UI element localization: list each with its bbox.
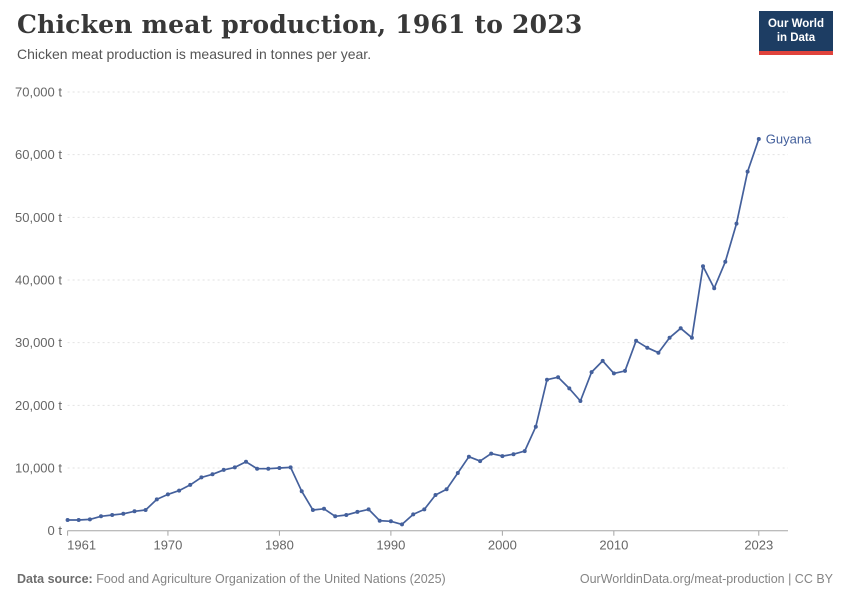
- data-point[interactable]: [589, 370, 594, 375]
- data-point[interactable]: [76, 518, 81, 522]
- data-point[interactable]: [422, 507, 427, 512]
- owid-citation-link[interactable]: OurWorldinData.org/meat-production | CC …: [579, 572, 833, 586]
- data-point[interactable]: [221, 467, 226, 472]
- data-point[interactable]: [411, 512, 416, 517]
- data-point[interactable]: [533, 424, 538, 429]
- x-tick-label: 1980: [265, 538, 294, 553]
- data-point[interactable]: [143, 508, 148, 512]
- data-point[interactable]: [121, 511, 126, 516]
- data-point[interactable]: [623, 368, 627, 373]
- y-tick-label: 40,000 t: [15, 273, 62, 288]
- owid-logo-line2: in Data: [776, 31, 816, 44]
- data-point[interactable]: [210, 472, 215, 477]
- data-point[interactable]: [455, 471, 460, 475]
- data-point[interactable]: [656, 350, 661, 355]
- x-tick-label: 1970: [153, 538, 182, 553]
- data-point[interactable]: [611, 371, 616, 376]
- owid-logo-line1: Our World: [767, 18, 824, 30]
- data-point[interactable]: [712, 286, 717, 291]
- data-point[interactable]: [277, 466, 282, 470]
- x-tick-label: 1990: [376, 538, 405, 553]
- guyana-line[interactable]: [66, 138, 760, 526]
- data-point[interactable]: [689, 335, 694, 340]
- data-point[interactable]: [600, 358, 605, 363]
- data-point[interactable]: [556, 375, 561, 380]
- y-tick-label: 30,000 t: [15, 335, 62, 350]
- data-point[interactable]: [110, 513, 115, 517]
- data-point[interactable]: [756, 137, 761, 141]
- data-point[interactable]: [255, 466, 260, 471]
- series-label-guyana[interactable]: Guyana: [766, 132, 812, 147]
- data-point[interactable]: [310, 508, 315, 512]
- data-point[interactable]: [444, 487, 449, 492]
- data-point[interactable]: [466, 454, 471, 459]
- x-tick-label: 2023: [744, 538, 773, 553]
- data-point[interactable]: [578, 399, 583, 403]
- data-point[interactable]: [701, 264, 705, 269]
- data-point[interactable]: [634, 338, 639, 343]
- y-tick-label: 60,000 t: [15, 147, 62, 162]
- data-point[interactable]: [400, 522, 404, 527]
- data-point[interactable]: [177, 488, 182, 493]
- data-point[interactable]: [433, 493, 438, 497]
- data-point[interactable]: [65, 518, 70, 522]
- chart-header: Chicken meat production, 1961 to 2023 Ch…: [17, 10, 730, 62]
- data-source-note: Data source: Food and Agriculture Organi…: [17, 572, 446, 586]
- data-point[interactable]: [232, 465, 237, 470]
- data-point[interactable]: [99, 514, 103, 519]
- data-point[interactable]: [333, 514, 338, 519]
- data-point[interactable]: [511, 452, 516, 457]
- data-point[interactable]: [322, 506, 326, 511]
- data-point[interactable]: [165, 492, 170, 497]
- chart-footer: Data source: Food and Agriculture Organi…: [17, 572, 833, 586]
- data-source-text: Food and Agriculture Organization of the…: [92, 572, 446, 586]
- data-point[interactable]: [344, 513, 349, 517]
- data-point[interactable]: [87, 517, 92, 522]
- data-point[interactable]: [377, 518, 382, 523]
- data-point[interactable]: [188, 482, 193, 487]
- x-tick-label: 2010: [599, 538, 628, 553]
- data-point[interactable]: [645, 345, 650, 350]
- y-tick-label: 10,000 t: [15, 461, 62, 476]
- data-point[interactable]: [288, 465, 293, 470]
- y-tick-label: 20,000 t: [15, 398, 62, 413]
- data-point[interactable]: [266, 466, 271, 471]
- data-point[interactable]: [522, 449, 527, 454]
- chart-subtitle: Chicken meat production is measured in t…: [17, 46, 372, 62]
- y-tick-label: 50,000 t: [15, 210, 62, 225]
- data-point[interactable]: [678, 326, 683, 331]
- page-title: Chicken meat production, 1961 to 2023: [17, 10, 583, 39]
- data-point[interactable]: [667, 335, 672, 340]
- x-tick-label: 1961: [67, 538, 96, 553]
- data-point[interactable]: [132, 509, 137, 514]
- owid-logo[interactable]: Our World in Data: [758, 11, 833, 55]
- data-point[interactable]: [489, 451, 494, 456]
- data-point[interactable]: [723, 259, 728, 264]
- data-point[interactable]: [366, 507, 371, 512]
- x-tick-label: 2000: [488, 538, 517, 553]
- data-source-label: Data source:: [17, 572, 93, 586]
- data-point[interactable]: [355, 509, 360, 514]
- y-tick-label: 70,000 t: [15, 85, 62, 100]
- data-point[interactable]: [299, 489, 304, 494]
- data-point[interactable]: [500, 454, 505, 459]
- y-tick-label: 0 t: [48, 523, 63, 538]
- data-point[interactable]: [199, 475, 204, 480]
- data-point[interactable]: [478, 459, 483, 464]
- data-point[interactable]: [745, 169, 750, 174]
- data-point[interactable]: [154, 497, 159, 502]
- data-point[interactable]: [244, 459, 248, 464]
- data-point[interactable]: [734, 221, 739, 226]
- data-point[interactable]: [567, 386, 572, 391]
- data-point[interactable]: [388, 519, 393, 524]
- data-point[interactable]: [545, 377, 549, 382]
